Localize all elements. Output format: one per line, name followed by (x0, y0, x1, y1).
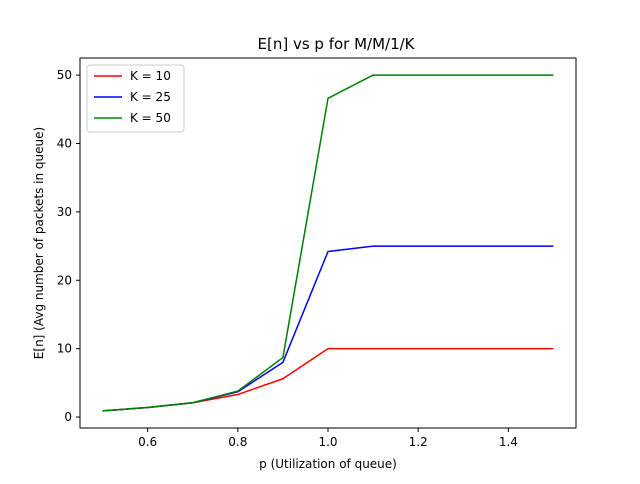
x-tick-label: 1.4 (499, 435, 518, 449)
y-tick-label: 20 (57, 273, 72, 287)
chart-title: E[n] vs p for M/M/1/K (257, 35, 415, 53)
y-tick-label: 50 (57, 68, 72, 82)
legend-label-3: K = 50 (130, 111, 171, 125)
series-line-3 (102, 74, 554, 412)
x-tick-label: 0.6 (138, 435, 157, 449)
x-tick-label: 1.2 (409, 435, 428, 449)
series-layer (102, 74, 554, 412)
y-tick-label: 10 (57, 342, 72, 356)
legend: K = 10 K = 25 K = 50 (86, 64, 185, 133)
x-axis-label: p (Utilization of queue) (259, 457, 397, 471)
y-tick-label: 30 (57, 205, 72, 219)
x-tick-label: 0.8 (228, 435, 247, 449)
legend-label-2: K = 25 (130, 90, 171, 104)
legend-box (86, 64, 185, 133)
y-axis-ticks: 0 10 20 30 40 50 (57, 68, 80, 424)
legend-label-1: K = 10 (130, 69, 171, 83)
x-axis-ticks: 0.6 0.8 1.0 1.2 1.4 (138, 428, 518, 449)
y-axis-label: E[n] (Avg number of packets in queue) (32, 127, 46, 359)
legend-entries: K = 10 K = 25 K = 50 (94, 69, 171, 125)
y-tick-label: 40 (57, 136, 72, 150)
x-tick-label: 1.0 (318, 435, 337, 449)
y-tick-label: 0 (64, 410, 72, 424)
